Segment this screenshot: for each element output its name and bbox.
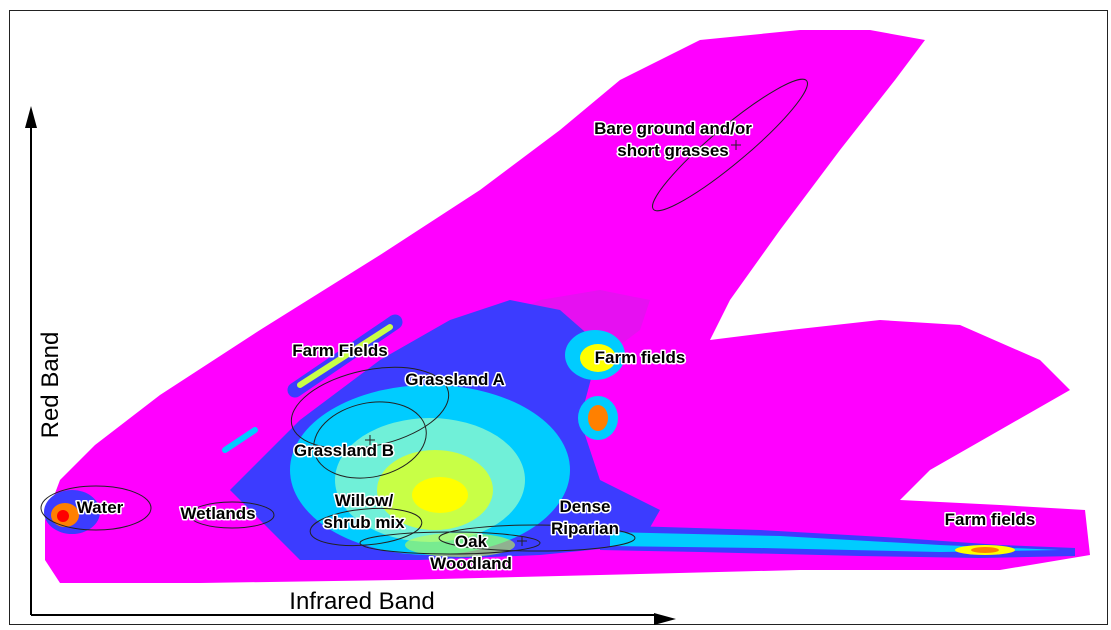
class-ellipse-0	[652, 78, 808, 212]
class-label: Farm fields	[595, 348, 686, 367]
class-label-line: Farm fields	[945, 510, 1036, 529]
density-streak-small	[222, 427, 258, 453]
class-ellipse-1	[290, 366, 450, 450]
class-ellipse-7	[359, 531, 541, 555]
density-band-cyan	[610, 532, 1060, 552]
class-center-marker-0	[731, 140, 741, 150]
class-center-marker-1	[365, 435, 375, 445]
class-labels: Bare ground and/or short grasses Farm Fiel…	[75, 118, 1037, 575]
class-ellipses	[40, 78, 808, 555]
class-label: Farm Fields	[292, 341, 387, 360]
class-label: Oak Woodland	[430, 532, 512, 573]
y-axis-arrow-icon	[25, 106, 37, 128]
class-ellipse-5	[309, 507, 423, 547]
density-core-yellow	[412, 477, 468, 513]
axes: Red Band Infrared Band	[25, 106, 676, 625]
class-label-line: Dense	[559, 497, 610, 516]
class-label-line: Woodland	[430, 554, 512, 573]
class-label: Willow/shrub mix	[323, 491, 405, 532]
class-ellipse-2	[313, 401, 427, 479]
class-label-line: Riparian	[551, 519, 619, 538]
class-label-line: Grassland A	[405, 370, 505, 389]
class-ellipse-4	[189, 501, 275, 529]
class-label-line: Farm fields	[595, 348, 686, 367]
class-label-line: Water	[77, 498, 124, 517]
class-label-line: Grassland B	[294, 441, 394, 460]
class-label: Dense Riparian	[551, 497, 619, 538]
class-label-line: shrub mix	[323, 513, 405, 532]
density-blob-lower-core	[588, 405, 608, 431]
density-cloud	[44, 30, 1090, 583]
class-label: Wetlands	[180, 504, 255, 523]
density-blob-upper-core	[580, 344, 616, 372]
class-label-line: Willow/	[335, 491, 394, 510]
density-band-orange	[971, 547, 999, 553]
density-streak-farm-fields-core	[297, 324, 393, 388]
x-axis-arrow-icon	[654, 613, 676, 625]
x-axis-title: Infrared Band	[289, 588, 434, 615]
class-label: Grassland A	[405, 370, 505, 389]
y-axis-title: Red Band	[37, 332, 64, 439]
class-label-line: Bare ground and/or	[594, 119, 752, 138]
class-label: Bare ground and/or short grasses	[594, 119, 752, 160]
class-label: Grassland B	[294, 441, 394, 460]
class-label-line: Oak	[455, 532, 488, 551]
class-ellipse-3	[40, 485, 152, 531]
class-ellipse-6	[438, 524, 636, 552]
class-label: Water	[77, 498, 124, 517]
class-label-line: short grasses	[617, 141, 729, 160]
density-water-red	[57, 510, 69, 522]
density-oak-lime	[405, 533, 515, 557]
class-label: Farm fields	[945, 510, 1036, 529]
class-label-line: Wetlands	[180, 504, 255, 523]
class-center-marker-2	[517, 536, 527, 546]
class-label-line: Farm Fields	[292, 341, 387, 360]
